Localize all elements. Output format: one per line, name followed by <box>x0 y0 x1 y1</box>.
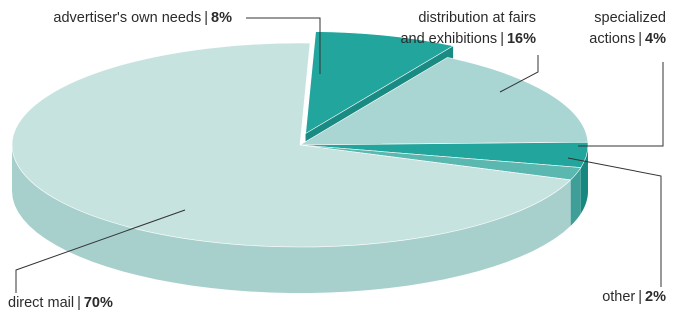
label-direct-mail: direct mail | 70% <box>8 295 113 311</box>
leader-line <box>578 62 664 147</box>
label-name-line2: and exhibitions <box>400 31 498 47</box>
label-name: direct mail <box>8 295 75 311</box>
pie-slice-side <box>570 167 581 226</box>
label-specialized-actions: specialized actions | 4% <box>560 8 666 50</box>
label-name-line1: specialized <box>594 10 666 26</box>
leader-line <box>15 209 186 293</box>
pie-slice <box>298 57 589 146</box>
leader-line <box>567 157 662 287</box>
pie-slice <box>305 31 454 135</box>
leader-line <box>499 55 539 93</box>
label-name-line2: actions <box>589 31 636 47</box>
label-name: advertiser's own needs <box>53 10 202 26</box>
pie-top-layer <box>11 31 589 248</box>
label-value: 70% <box>83 295 113 311</box>
leader-lines <box>15 17 664 293</box>
label-value: 8% <box>211 10 232 26</box>
leader-line <box>246 17 321 74</box>
pie-slice-side <box>580 145 588 214</box>
label-value: 4% <box>645 31 666 47</box>
label-name-line1: distribution at fairs <box>418 10 536 26</box>
label-other: other | 2% <box>602 289 666 305</box>
label-distribution-fairs: distribution at fairs and exhibitions | 16… <box>380 8 536 50</box>
pie-slice <box>11 42 572 248</box>
pie-slice-side <box>12 145 571 293</box>
label-name: other <box>602 289 636 305</box>
label-value: 2% <box>645 289 666 305</box>
label-advertisers-own-needs: advertiser's own needs | 8% <box>53 10 232 26</box>
label-value: 16% <box>506 31 536 47</box>
